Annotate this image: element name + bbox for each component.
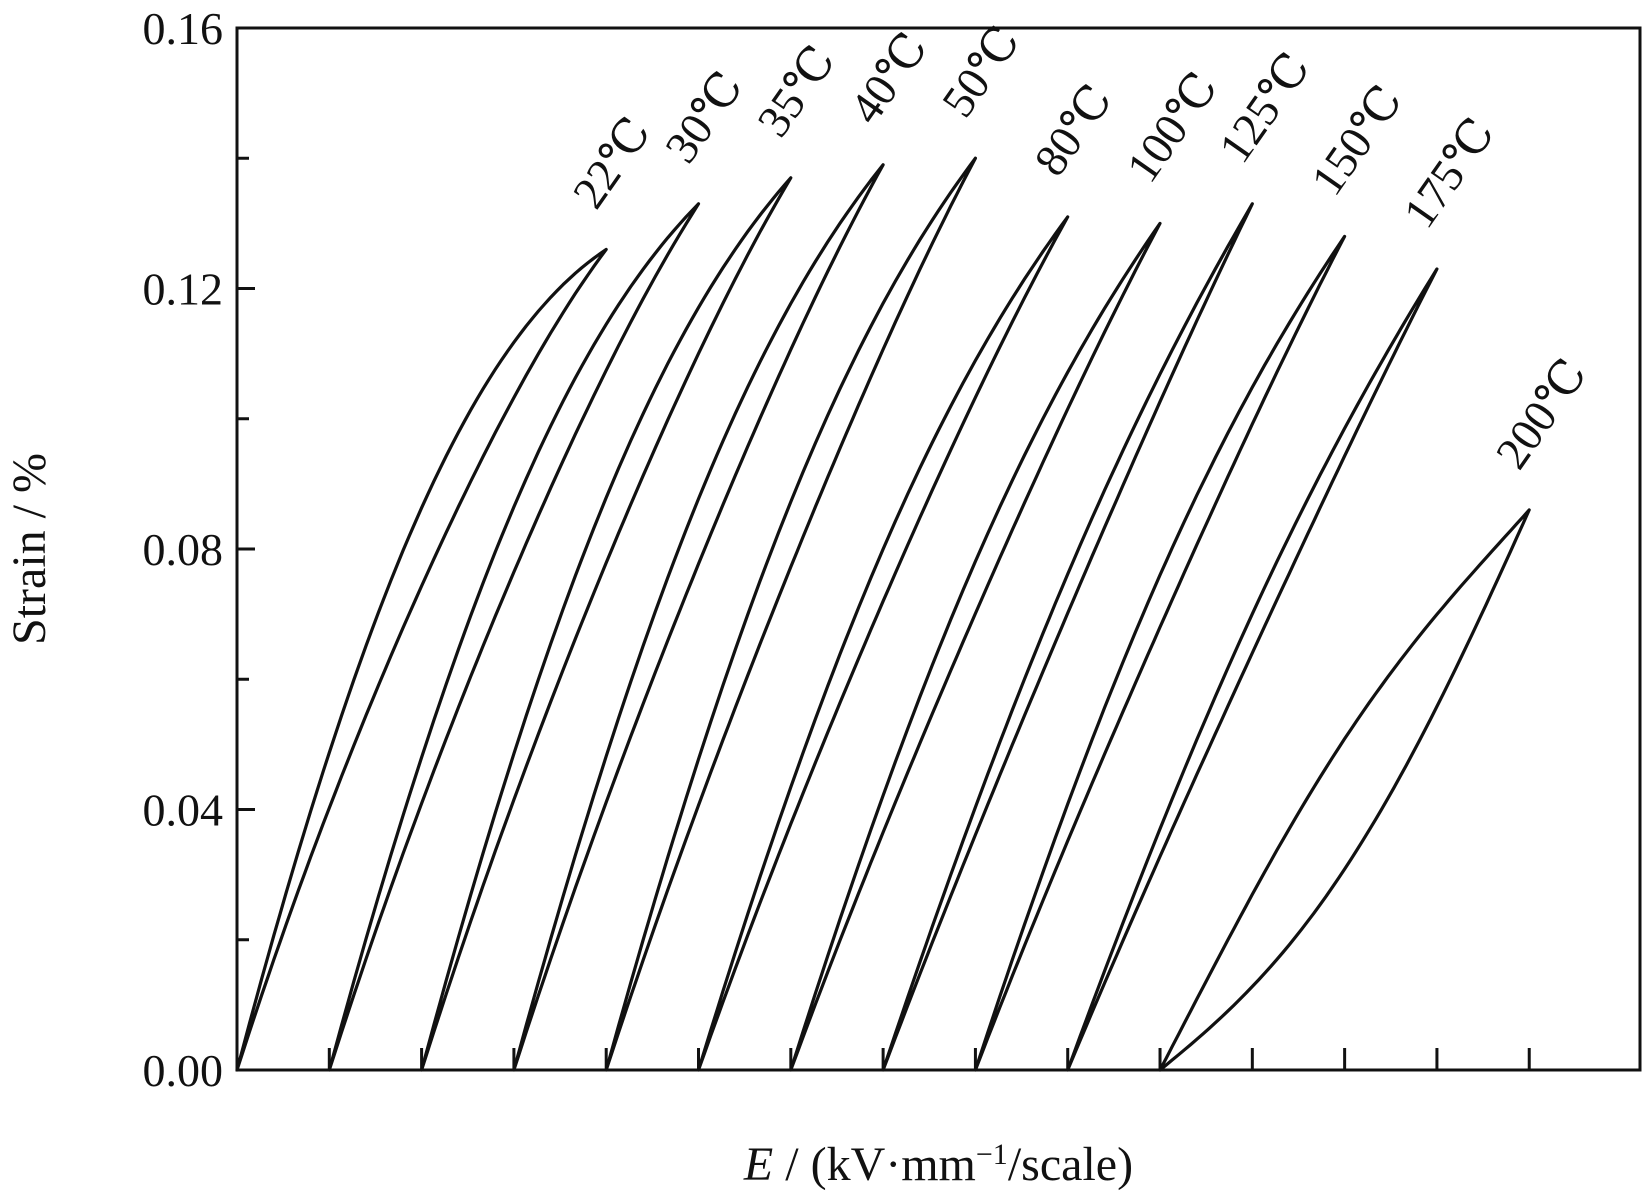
series-label-7: 125℃	[1209, 44, 1320, 172]
series-label-8: 150℃	[1301, 76, 1412, 204]
x-axis-title-symbol: E	[743, 1138, 773, 1191]
series-loop-1	[327, 202, 701, 1072]
series-label-4: 50℃	[932, 17, 1030, 126]
series-label-0: 22℃	[563, 108, 661, 217]
series-loop-7	[881, 202, 1254, 1072]
series-label-5: 80℃	[1024, 76, 1122, 185]
series-label-2: 35℃	[747, 36, 845, 145]
x-axis-title-tail: /scale)	[1008, 1138, 1133, 1191]
x-axis-title: E / (kV·mm−1/scale)	[743, 1138, 1133, 1192]
series-label-1: 30℃	[655, 62, 753, 171]
y-tick-label: 0.16	[143, 3, 224, 54]
y-axis-title: Strain / %	[3, 453, 56, 645]
plot-marks	[235, 26, 1531, 1072]
series-loop-2	[420, 176, 793, 1072]
y-tick-label: 0.12	[143, 264, 224, 315]
y-tick-label: 0.00	[143, 1045, 224, 1096]
series-loop-10	[1158, 508, 1531, 1072]
series-loop-3	[512, 163, 885, 1072]
y-tick-label: 0.08	[143, 524, 224, 575]
series-loop-8	[973, 234, 1347, 1072]
x-axis-title-exponent: −1	[976, 1138, 1008, 1171]
series-label-10: 200℃	[1486, 350, 1597, 478]
series-label-3: 40℃	[840, 23, 938, 132]
x-axis-title-units: / (kV·mm	[773, 1138, 976, 1191]
y-tick-label: 0.04	[143, 785, 224, 836]
series-label-6: 100℃	[1116, 63, 1227, 191]
series-label-9: 175℃	[1393, 109, 1504, 237]
series-loop-9	[1066, 267, 1439, 1072]
series-loop-4	[604, 156, 977, 1072]
series-loop-0	[235, 247, 608, 1072]
series-loop-5	[696, 215, 1070, 1072]
series-loop-6	[789, 221, 1162, 1072]
plot-frame	[235, 26, 1642, 1072]
